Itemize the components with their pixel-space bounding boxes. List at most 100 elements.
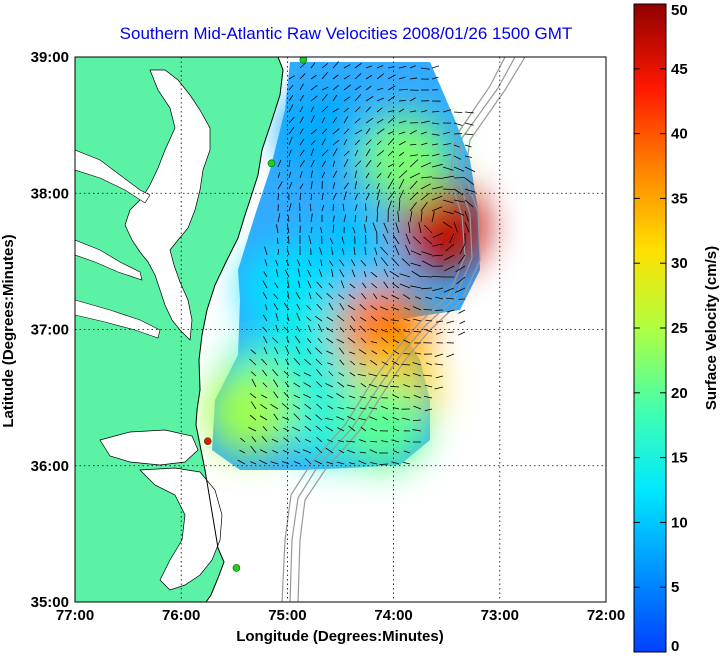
velocity-arrow [307,324,312,333]
velocity-arrow [304,458,312,465]
velocity-arrow [354,170,358,179]
velocity-arrow [303,372,312,377]
velocity-arrow [332,160,336,168]
velocity-arrow [403,461,411,465]
velocity-arrow [393,428,400,432]
velocity-arrow [359,325,367,333]
velocity-arrow [431,65,440,69]
colorbar: 0 5 10 15 20 25 30 35 40 45 50 Surface Velocity (c… [633,2,720,655]
velocity-arrow [310,193,313,201]
velocity-arrow [316,303,323,311]
velocity-arrow [299,73,306,80]
velocity-arrow [273,379,279,388]
velocity-arrow [348,425,356,432]
velocity-arrow [310,181,313,190]
velocity-arrow [310,128,318,135]
velocity-arrow [382,233,389,245]
velocity-arrow [283,326,290,333]
velocity-arrow [381,317,389,322]
velocity-arrow [274,346,279,355]
velocity-arrow [453,122,463,126]
velocity-arrow [365,85,372,91]
velocity-arrow [283,370,290,377]
velocity-arrow [343,128,350,135]
velocity-arrow [347,415,356,421]
velocity-arrow [316,281,323,289]
velocity-arrow [398,179,405,190]
velocity-arrow [398,76,406,80]
velocity-arrow [343,150,350,157]
colorbar-tick-label: 35 [671,190,688,207]
velocity-arrow [392,338,400,344]
velocity-arrow [275,312,279,322]
velocity-arrow [288,149,292,157]
x-axis-label: Longitude (Degrees:Minutes) [236,628,444,645]
velocity-arrow [411,270,422,278]
velocity-arrow [315,446,323,454]
velocity-arrow [304,415,312,421]
velocity-arrow [365,193,370,201]
velocity-arrow [251,436,257,443]
velocity-arrow [393,327,400,333]
velocity-arrow [431,195,443,201]
velocity-arrow [314,460,323,465]
velocity-arrow [336,393,345,399]
velocity-arrow [373,293,378,300]
velocity-arrow [336,338,345,344]
velocity-arrow [376,140,382,146]
velocity-arrow [358,460,367,465]
velocity-arrow [299,183,304,190]
velocity-arrow [316,403,323,410]
velocity-arrow [409,77,418,80]
colorbar-label: Surface Velocity (cm/s) [703,246,720,410]
velocity-arrow [409,191,419,201]
velocity-arrow [332,224,335,234]
velocity-arrow [455,265,466,273]
velocity-arrow [307,269,312,278]
velocity-arrow [264,246,268,256]
velocity-arrow [288,171,292,179]
velocity-arrow [446,309,455,313]
velocity-arrow [409,129,417,135]
velocity-arrow [381,329,389,333]
velocity-arrow [382,349,389,355]
velocity-arrow [423,236,433,245]
velocity-arrow [283,302,290,311]
velocity-arrow [271,438,279,443]
velocity-arrow [321,193,324,201]
velocity-arrow [392,234,400,245]
velocity-arrow [387,74,396,80]
velocity-arrow [292,404,301,410]
x-tick-label: 77:00 [56,607,94,624]
x-tick-label: 76:00 [162,607,200,624]
velocity-arrow [445,297,455,300]
velocity-arrow [435,375,444,379]
velocity-arrow [403,396,411,399]
velocity-arrow [398,65,407,69]
velocity-arrow [360,426,367,432]
colorbar-tick-label: 45 [671,61,688,78]
velocity-region [396,182,487,273]
velocity-arrow [282,450,290,454]
velocity-arrow [420,142,428,146]
velocity-arrow [346,384,356,388]
velocity-arrow [288,104,294,113]
velocity-arrow [431,133,440,136]
velocity-arrow [337,406,345,410]
velocity-arrow [273,391,279,399]
velocity-arrow [275,259,279,267]
velocity-arrow [309,203,312,212]
velocity-arrow [299,128,304,135]
velocity-arrow [420,110,428,113]
velocity-arrow [359,439,367,443]
velocity-arrow [273,293,279,300]
velocity-arrow [364,246,367,256]
velocity-arrow [387,130,395,135]
velocity-arrow [412,419,422,422]
velocity-arrow [370,440,378,443]
velocity-arrow [332,193,337,201]
velocity-arrow [295,436,301,443]
velocity-arrow [288,126,295,135]
velocity-arrow [293,450,301,454]
velocity-arrow [343,116,349,124]
